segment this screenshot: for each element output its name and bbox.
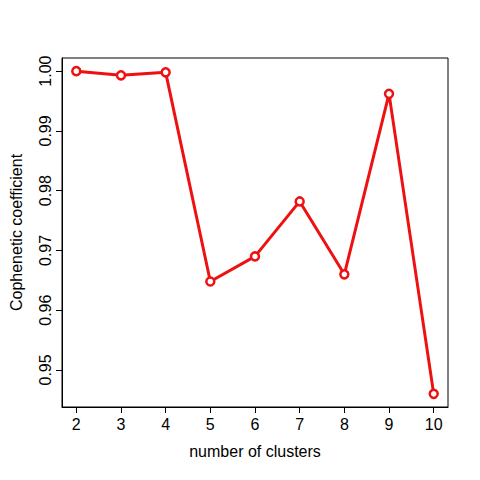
svg-text:4: 4 bbox=[161, 416, 170, 433]
svg-text:0.97: 0.97 bbox=[37, 235, 54, 266]
svg-text:2: 2 bbox=[72, 416, 81, 433]
svg-text:0.98: 0.98 bbox=[37, 175, 54, 206]
svg-text:5: 5 bbox=[206, 416, 215, 433]
svg-text:6: 6 bbox=[251, 416, 260, 433]
svg-text:1.00: 1.00 bbox=[37, 55, 54, 86]
svg-text:number of clusters: number of clusters bbox=[189, 443, 321, 460]
svg-text:7: 7 bbox=[295, 416, 304, 433]
svg-text:9: 9 bbox=[385, 416, 394, 433]
svg-text:3: 3 bbox=[117, 416, 126, 433]
svg-text:Cophenetic coefficient: Cophenetic coefficient bbox=[8, 153, 25, 311]
svg-text:0.95: 0.95 bbox=[37, 354, 54, 385]
svg-text:10: 10 bbox=[425, 416, 443, 433]
svg-text:8: 8 bbox=[340, 416, 349, 433]
svg-text:0.96: 0.96 bbox=[37, 295, 54, 326]
svg-text:0.99: 0.99 bbox=[37, 115, 54, 146]
